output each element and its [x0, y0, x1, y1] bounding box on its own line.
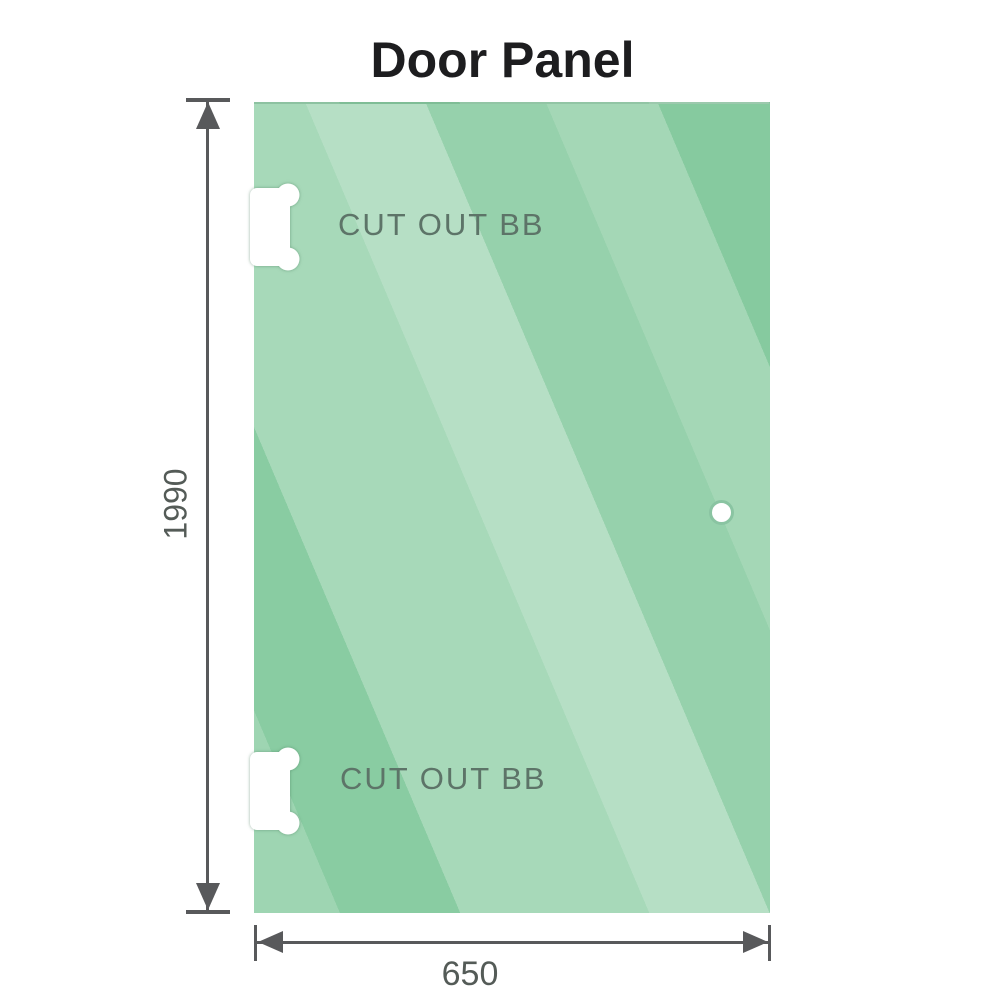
arrow-right-icon: [743, 931, 768, 953]
dimension-line: [256, 941, 770, 944]
dimension-cap: [186, 910, 230, 914]
height-dimension-label: 1990: [157, 468, 194, 540]
width-dimension-label: 650: [441, 955, 499, 993]
cutout-top-label: CUT OUT BB: [338, 207, 545, 242]
handle-hole-icon: [709, 500, 734, 525]
arrow-up-icon: [196, 102, 220, 129]
cutout-bottom-label: CUT OUT BB: [340, 761, 547, 796]
dimension-tick: [768, 925, 771, 961]
glass-panel: [254, 102, 770, 913]
arrow-down-icon: [196, 883, 220, 910]
dimension-tick: [254, 925, 257, 961]
hinge-cutout-bottom-icon: [250, 747, 300, 835]
hinge-cutout-top-icon: [250, 183, 300, 271]
page-title: Door Panel: [370, 32, 635, 88]
arrow-left-icon: [258, 931, 283, 953]
dimension-line: [206, 100, 209, 912]
